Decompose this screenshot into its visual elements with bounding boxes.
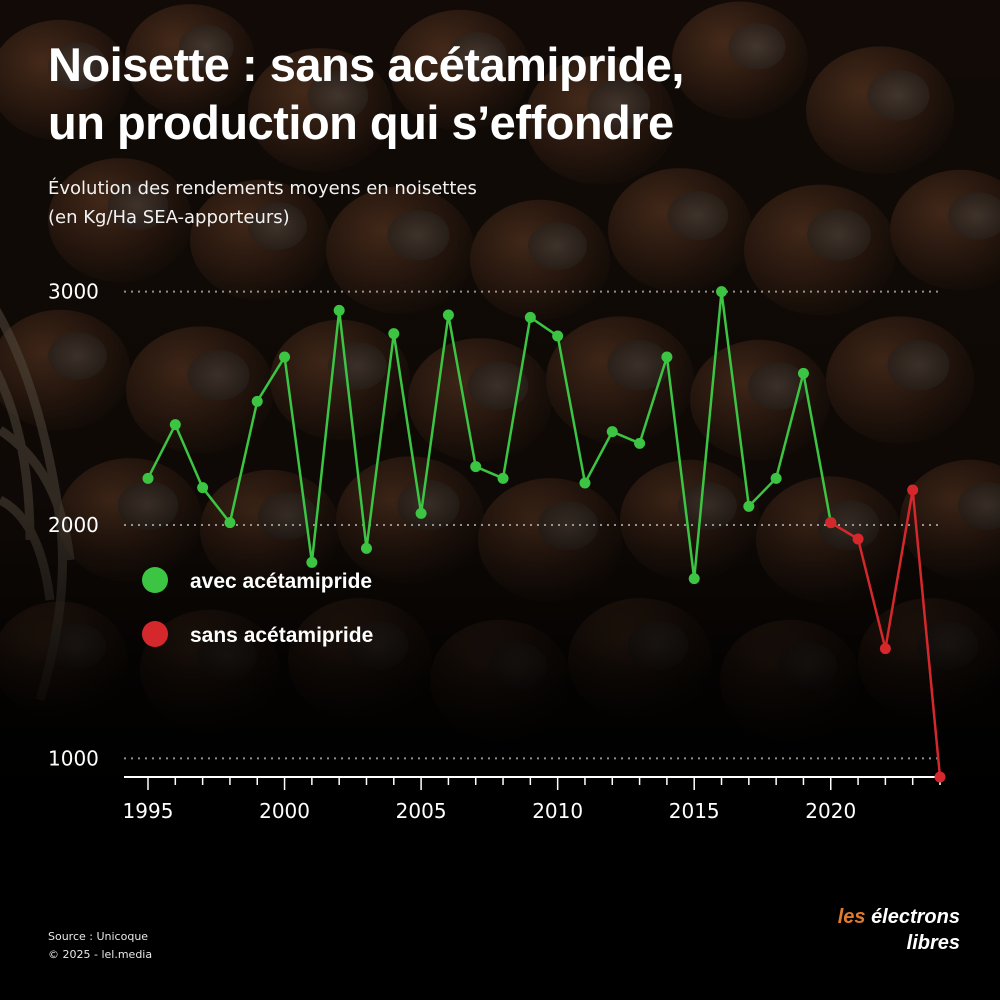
data-point-avec — [333, 304, 345, 316]
logo-part-libres: libres — [906, 932, 960, 954]
data-point-sans — [852, 533, 864, 545]
data-point-avec — [579, 477, 591, 489]
data-point-avec — [743, 500, 755, 512]
series-line-sans — [830, 488, 942, 778]
data-point-avec — [524, 311, 536, 323]
legend-swatch-avec — [142, 567, 168, 593]
x-axis: 1995 2000 2005 2010 2015 2020 — [123, 776, 942, 823]
x-tick-label: 2010 — [532, 799, 583, 823]
data-point-avec — [442, 309, 454, 321]
data-point-avec — [360, 542, 372, 554]
gridlines: 1000 2000 3000 — [48, 280, 940, 770]
data-point-avec — [688, 573, 700, 585]
legend: avec acétamipride sans acétamipride — [142, 567, 373, 647]
source-note: Source : Unicoque © 2025 - lel.media — [48, 928, 152, 964]
data-point-avec — [142, 472, 154, 484]
data-point-avec — [251, 395, 263, 407]
data-point-avec — [470, 461, 482, 473]
data-point-sans — [825, 517, 837, 529]
series — [142, 286, 946, 783]
data-point-avec — [606, 426, 618, 438]
subtitle-line-1: Évolution des rendements moyens en noise… — [48, 178, 477, 199]
data-point-avec — [770, 472, 782, 484]
chart-subtitle: Évolution des rendements moyens en noise… — [48, 174, 477, 232]
data-point-avec — [306, 556, 318, 568]
y-tick-label: 2000 — [48, 513, 99, 537]
data-point-avec — [716, 286, 728, 298]
legend-label-avec: avec acétamipride — [190, 570, 372, 593]
data-point-avec — [415, 507, 427, 519]
brand-logo: les électrons libres — [810, 904, 960, 964]
subtitle-line-2: (en Kg/Ha SEA-apporteurs) — [48, 207, 290, 228]
data-point-avec — [224, 517, 236, 529]
y-tick-label: 3000 — [48, 280, 99, 304]
series-line-avec — [146, 290, 833, 580]
legend-swatch-sans — [142, 621, 168, 647]
logo-part-les: les — [837, 906, 866, 928]
logo-line-1: les électrons — [810, 904, 960, 930]
legend-label-sans: sans acétamipride — [190, 624, 373, 647]
data-point-avec — [197, 482, 209, 494]
data-point-avec — [169, 419, 181, 431]
x-tick-label: 1995 — [123, 799, 174, 823]
title-line-2: un production qui s’effondre — [48, 96, 674, 149]
data-point-avec — [661, 351, 673, 363]
data-point-sans — [907, 484, 919, 496]
x-tick-label: 2020 — [805, 799, 856, 823]
copyright-text: © 2025 - lel.media — [48, 948, 153, 961]
data-point-sans — [934, 771, 946, 783]
logo-part-electrons: électrons — [871, 906, 960, 928]
data-point-avec — [552, 330, 564, 342]
data-point-avec — [497, 472, 509, 484]
source-text: Source : Unicoque — [48, 930, 149, 943]
chart-title: Noisette : sans acétamipride, un product… — [48, 36, 948, 152]
data-point-avec — [634, 437, 646, 449]
x-tick-label: 2000 — [259, 799, 310, 823]
title-line-1: Noisette : sans acétamipride, — [48, 38, 684, 91]
data-point-avec — [279, 351, 291, 363]
data-point-sans — [879, 643, 891, 655]
data-point-avec — [797, 367, 809, 379]
y-tick-label: 1000 — [48, 746, 99, 770]
data-point-avec — [388, 328, 400, 340]
x-tick-label: 2015 — [669, 799, 720, 823]
x-tick-label: 2005 — [396, 799, 447, 823]
